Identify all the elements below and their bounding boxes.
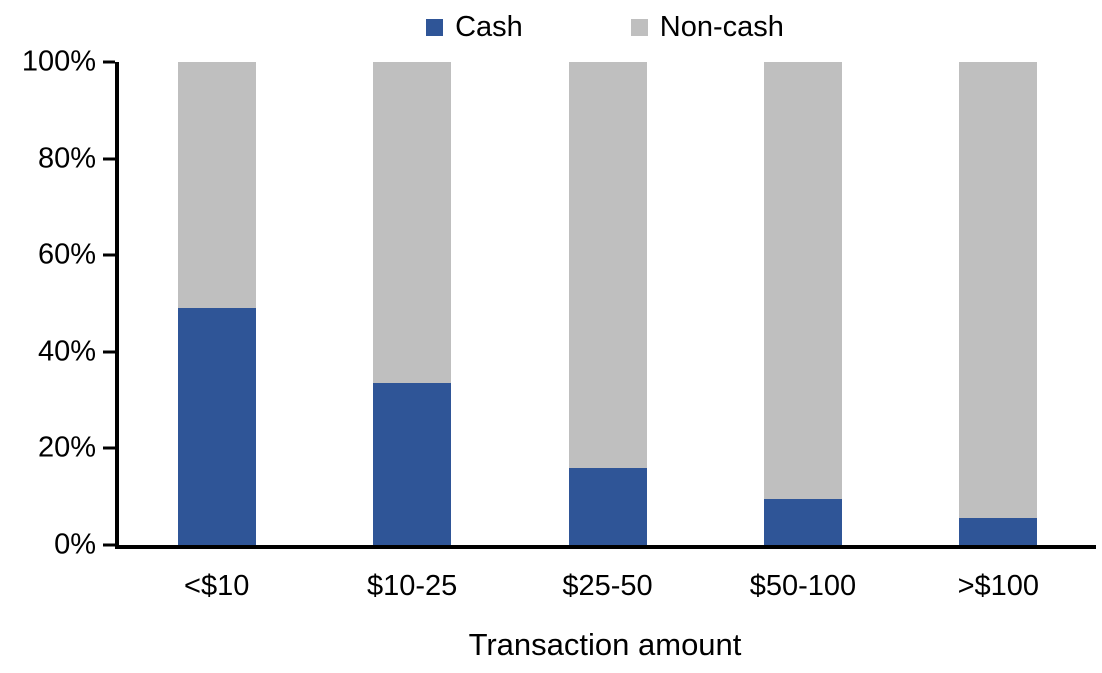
cash-legend-swatch	[426, 18, 444, 36]
x-axis-tick-label: <$10	[184, 570, 250, 602]
y-axis-tick	[103, 253, 115, 257]
y-axis-tick-label: 20%	[37, 431, 96, 464]
stacked-bar-4	[763, 62, 842, 545]
y-axis-tick-label: 40%	[37, 335, 96, 368]
cash-segment	[373, 383, 452, 545]
x-axis-title: Transaction amount	[468, 627, 742, 662]
y-axis-tick-label: 100%	[21, 45, 96, 78]
non-cash-legend-swatch	[630, 18, 648, 36]
y-axis-tick	[103, 157, 115, 161]
y-axis-tick	[103, 60, 115, 64]
non-cash-segment	[959, 62, 1038, 518]
bar-slot	[314, 62, 509, 545]
bar-slot	[705, 62, 900, 545]
x-axis-tick-label: >$100	[957, 570, 1040, 602]
x-axis-tick-label: $25-50	[562, 570, 653, 602]
non-cash-segment	[763, 62, 842, 499]
bar-slot	[510, 62, 705, 545]
cash-segment	[763, 498, 842, 545]
non-cash-segment	[373, 62, 452, 384]
stacked-bar-1	[177, 62, 256, 545]
non-cash-segment	[568, 62, 647, 468]
y-axis-tick	[103, 543, 115, 547]
cash-legend-label: Cash	[455, 11, 523, 43]
y-axis-tick-label: 60%	[37, 238, 96, 271]
y-axis-labels: 0% 20% 40% 60% 80% 100%	[0, 46, 96, 561]
y-axis-tick-label: 0%	[54, 528, 96, 561]
plot-area	[103, 60, 1096, 549]
legend-item-non-cash: Non-cash	[630, 8, 784, 46]
non-cash-legend-label: Non-cash	[659, 11, 784, 43]
stacked-bar-2	[373, 62, 452, 545]
bar-slot	[901, 62, 1096, 545]
stacked-bar-3	[568, 62, 647, 545]
x-axis-tick-label: $50-100	[749, 570, 857, 602]
bars-group	[119, 62, 1096, 545]
legend: Cash Non-cash	[115, 8, 1095, 46]
x-axis-labels: <$10 $10-25 $25-50 $50-100 >$100	[119, 569, 1096, 603]
y-axis-tick	[103, 350, 115, 354]
y-axis-tick-label: 80%	[37, 142, 96, 175]
cash-segment	[177, 308, 256, 545]
legend-item-cash: Cash	[426, 8, 523, 46]
cash-segment	[959, 517, 1038, 545]
y-axis-tick	[103, 446, 115, 450]
bar-slot	[119, 62, 314, 545]
non-cash-segment	[177, 62, 256, 309]
stacked-bar-5	[959, 62, 1038, 545]
x-axis-tick-label: $10-25	[366, 570, 458, 602]
cash-segment	[568, 467, 647, 545]
